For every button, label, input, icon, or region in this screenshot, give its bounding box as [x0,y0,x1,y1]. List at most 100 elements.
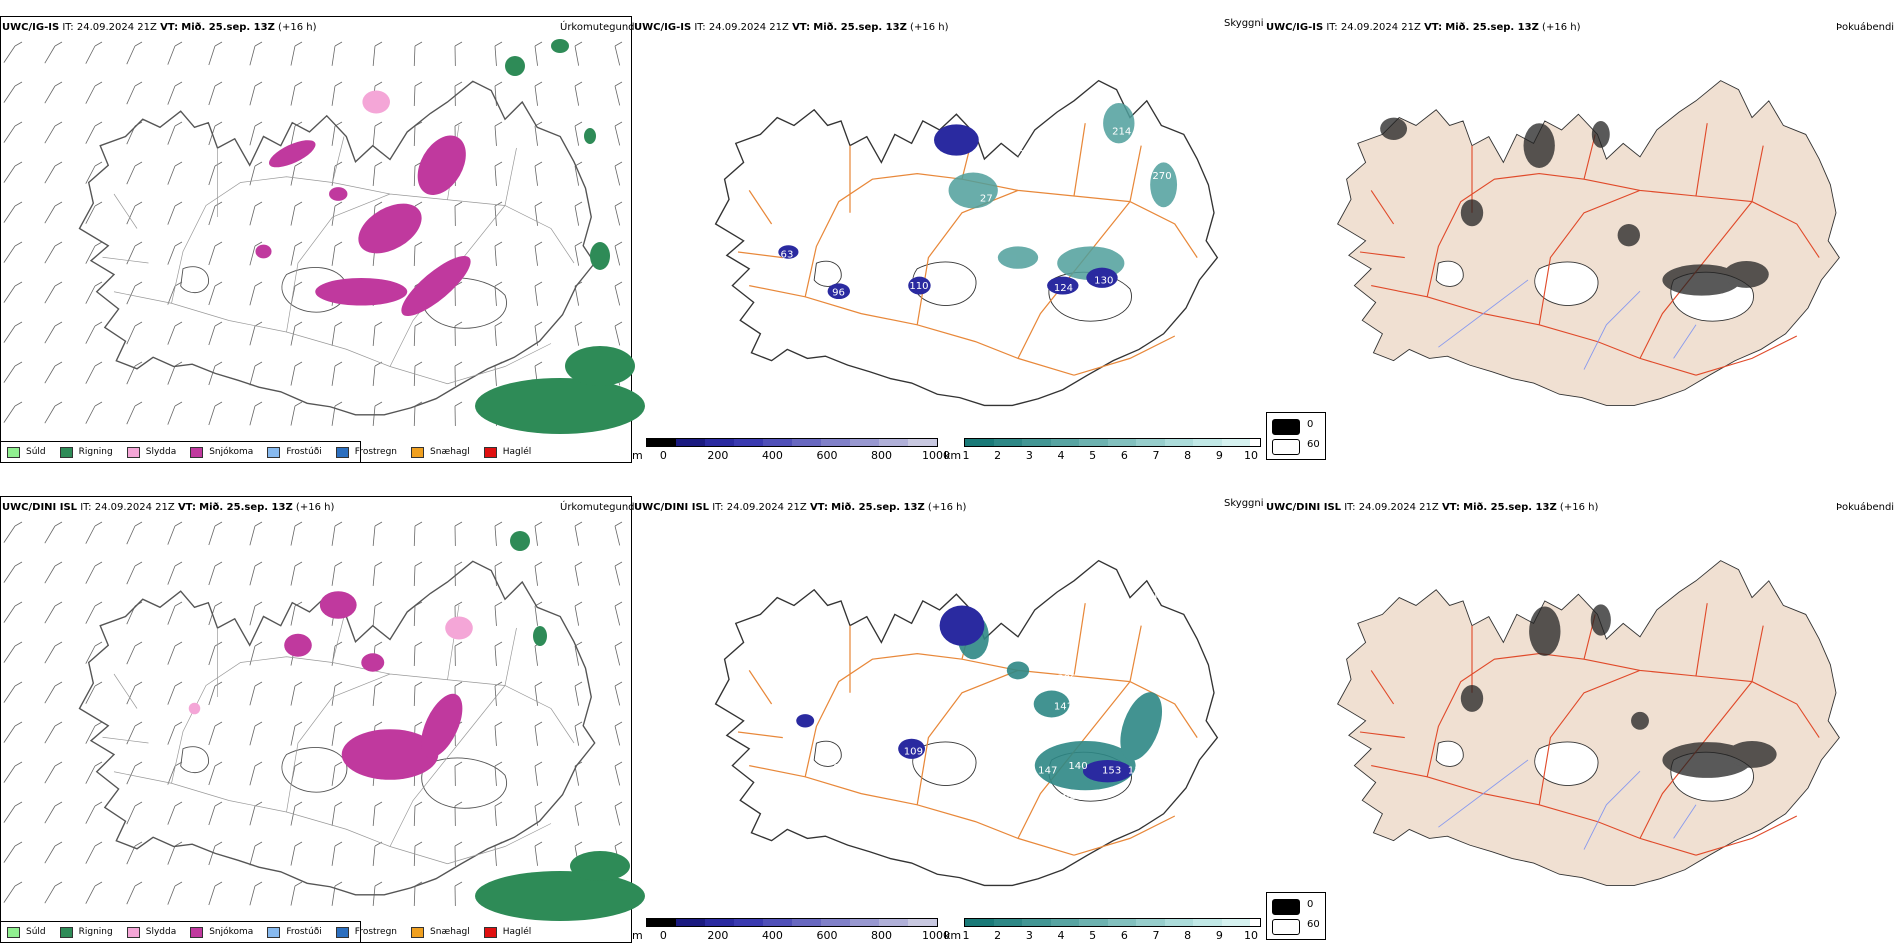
wind-barb [614,525,621,546]
wind-barb-flag [614,241,623,247]
vt-value: Mið. 25.sep. 13Z [1445,22,1539,33]
wind-barb [126,685,136,705]
wind-barb [208,325,216,346]
legend-label: Slydda [145,927,177,937]
wind-barb-flag [94,521,103,527]
wind-barb-flag [94,281,103,287]
wind-barb-flag [14,41,23,47]
wind-barb [44,325,56,344]
ramp-segment [1107,439,1136,446]
wind-barb-flag [94,41,103,47]
lead-time: (+16 h) [1542,22,1581,33]
fog-panel-row1: UWC/IG-IS IT: 24.09.2024 21Z VT: Mið. 25… [1264,8,1900,465]
wind-barb-flag [214,521,223,527]
ramp-segment [965,919,994,926]
legend-swatch [190,446,204,458]
wind-barb [249,205,256,226]
wind-barb-flag [94,241,103,247]
wind-barb [413,405,416,427]
run-header: UWC/IG-IS IT: 24.09.2024 21Z VT: Mið. 25… [634,22,948,33]
wind-barb [44,565,56,584]
wind-barb-flag [454,361,463,367]
wind-barb-flag [374,81,383,87]
fog-swatch-light [1272,439,1300,455]
wind-barb [614,765,621,786]
wind-barb-flag [414,41,423,47]
ramp-segment [734,919,763,926]
wind-barb-flag [534,41,543,47]
model-name: UWC/DINI ISL [2,502,78,513]
wind-barb-flag [214,841,223,847]
wind-barb [494,765,497,786]
wind-barb-flag [534,281,543,287]
wind-barb [574,125,580,146]
legend-label: Rigning [78,447,113,457]
wind-barb-flag [94,81,103,87]
vt-label: VT: [809,502,828,513]
wind-barb [534,565,538,586]
wind-barb-flag [454,881,463,887]
lead-time: (+16 h) [910,22,949,33]
vt-label: VT: [1424,22,1443,33]
wind-barb [249,725,256,746]
wind-barb [372,165,376,186]
wind-barb [44,845,56,864]
visibility-panel-row1: UWC/IG-IS IT: 24.09.2024 21Z VT: Mið. 25… [632,8,1264,465]
legend-swatch [267,926,281,938]
wind-barb-flag [54,801,63,807]
ceiling-label: 147 [1038,765,1057,776]
wind-barb-flag [254,41,263,47]
fog-legend: 0 60 [1266,412,1326,460]
wind-barb-flag [254,801,263,807]
wind-barb [249,885,256,906]
wind-barb [85,845,96,864]
wind-barb-flag [134,361,143,367]
wind-barb [85,405,96,424]
wind-barb-flag [374,161,383,167]
ramp-segment [1079,919,1108,926]
wind-barb [85,285,96,304]
wind-barb [208,85,216,106]
wind-barb [534,685,538,706]
wind-barb [85,45,96,64]
wind-barb [85,725,96,744]
wind-barb-flag [174,241,183,247]
wind-barb-flag [414,721,423,727]
ramp-segment [792,919,821,926]
wind-barb [126,165,136,185]
wind-barb [167,605,176,625]
colorbar-tick: 3 [1025,929,1033,942]
wind-barb-flag [494,201,503,207]
wind-barb [331,45,336,66]
wind-barb [44,245,56,264]
wind-barb-flag [614,521,623,527]
wind-barb [331,405,336,426]
wind-barb [208,405,216,426]
wind-barb-flag [334,881,343,887]
ceiling-label: 27 [980,194,993,205]
wind-barb [85,125,96,144]
wind-barb [249,125,256,146]
fog-swatch-dark [1272,899,1300,915]
wind-barb [331,525,336,546]
wind-barb [614,725,621,746]
wind-barb-flag [374,721,383,727]
wind-barb [249,645,256,666]
wind-barb-flag [214,41,223,47]
wind-barb-flag [54,841,63,847]
wind-barb [3,45,16,63]
wind-barb-flag [94,361,103,367]
wind-barb [290,205,296,226]
wind-barb [331,765,336,786]
wind-barb [494,645,497,666]
wind-barb [85,605,96,624]
colorbar-tick: 10 [1244,449,1258,462]
wind-barb-flag [14,81,23,87]
wind-barb [494,605,497,626]
wind-barb [208,525,216,546]
wind-barb-flag [614,841,623,847]
colorbar-tick: 200 [707,449,729,462]
wind-barb [85,805,96,824]
ramp-segment [647,919,676,926]
wind-barb [85,885,96,904]
